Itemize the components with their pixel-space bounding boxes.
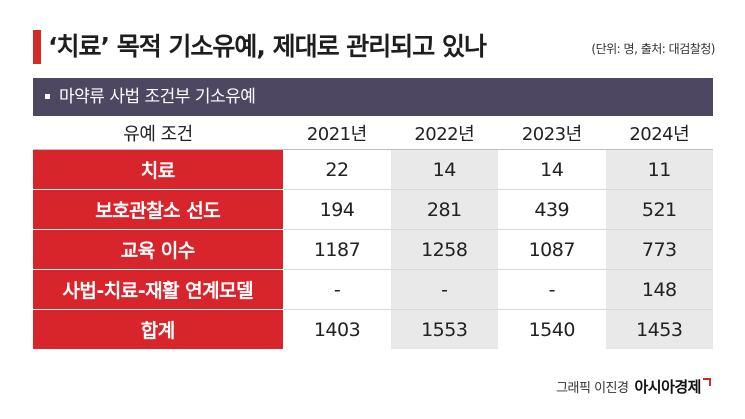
table-cell: 1540 (528, 318, 576, 341)
table-cell: 773 (605, 229, 713, 270)
table-row-total: 합계 1403 1553 1540 1453 (33, 309, 713, 349)
column-header-2022: 2022년 (390, 116, 498, 150)
page-title: ‘치료’ 목적 기소유예, 제대로 관리되고 있나 (48, 32, 487, 61)
table-row: 사법-치료-재활 연계모델 - - - 148 (33, 269, 713, 310)
column-header-condition: 유예 조건 (33, 116, 283, 150)
section-band: 마약류 사법 조건부 기소유예 (33, 78, 713, 116)
table-cell: 14 (498, 149, 606, 190)
header-row: 유예 조건 2021년 2022년 2023년 2024년 (33, 116, 713, 150)
table-cell: 1453 (605, 309, 713, 349)
row-label: 보호관찰소 선도 (33, 189, 284, 230)
table-row: 보호관찰소 선도 194 281 439 521 (33, 189, 713, 230)
table-cell: 281 (390, 189, 498, 230)
table-cell: 1187 (283, 229, 391, 270)
brand-name: 아시아경제 (634, 378, 701, 396)
table-row: 교육 이수 1187 1258 1087 773 (33, 229, 713, 270)
table-cell: 1087 (498, 229, 606, 270)
credit-text: 그래픽 이진경 (556, 381, 629, 396)
table-cell: 521 (605, 189, 713, 230)
data-table: 유예 조건 2021년 2022년 2023년 2024년 치료 22 14 1… (33, 116, 713, 349)
table-cell: 22 (283, 149, 391, 190)
row-label: 치료 (33, 149, 284, 190)
table-cell: 194 (283, 189, 391, 230)
row-label: 합계 (33, 309, 284, 349)
column-header-2023: 2023년 (498, 116, 606, 150)
unit-source-note: (단위: 명, 출처: 대검찰청) (591, 42, 715, 56)
table-cell: - (498, 269, 606, 310)
table-row: 치료 22 14 14 11 (33, 149, 713, 190)
row-label: 교육 이수 (33, 229, 284, 270)
bullet-icon (45, 94, 50, 99)
table-cell: 14 (390, 149, 498, 190)
table-cell: 1403 (313, 318, 361, 341)
column-header-2021: 2021년 (283, 116, 391, 150)
column-header-2024: 2024년 (605, 116, 713, 150)
table-cell: 1258 (390, 229, 498, 270)
table-cell: 439 (498, 189, 606, 230)
row-label: 사법-치료-재활 연계모델 (33, 269, 284, 310)
table-cell: 148 (605, 269, 713, 310)
section-label: 마약류 사법 조건부 기소유예 (59, 87, 256, 107)
table-cell: - (390, 269, 498, 310)
table-cell: 11 (605, 149, 713, 190)
brand-mark-icon (703, 378, 711, 386)
table-cell: 1553 (390, 309, 498, 349)
title-accent-bar (33, 30, 41, 64)
table-cell: - (283, 269, 391, 310)
graphic-credit: 그래픽 이진경 아시아경제 (556, 376, 711, 400)
